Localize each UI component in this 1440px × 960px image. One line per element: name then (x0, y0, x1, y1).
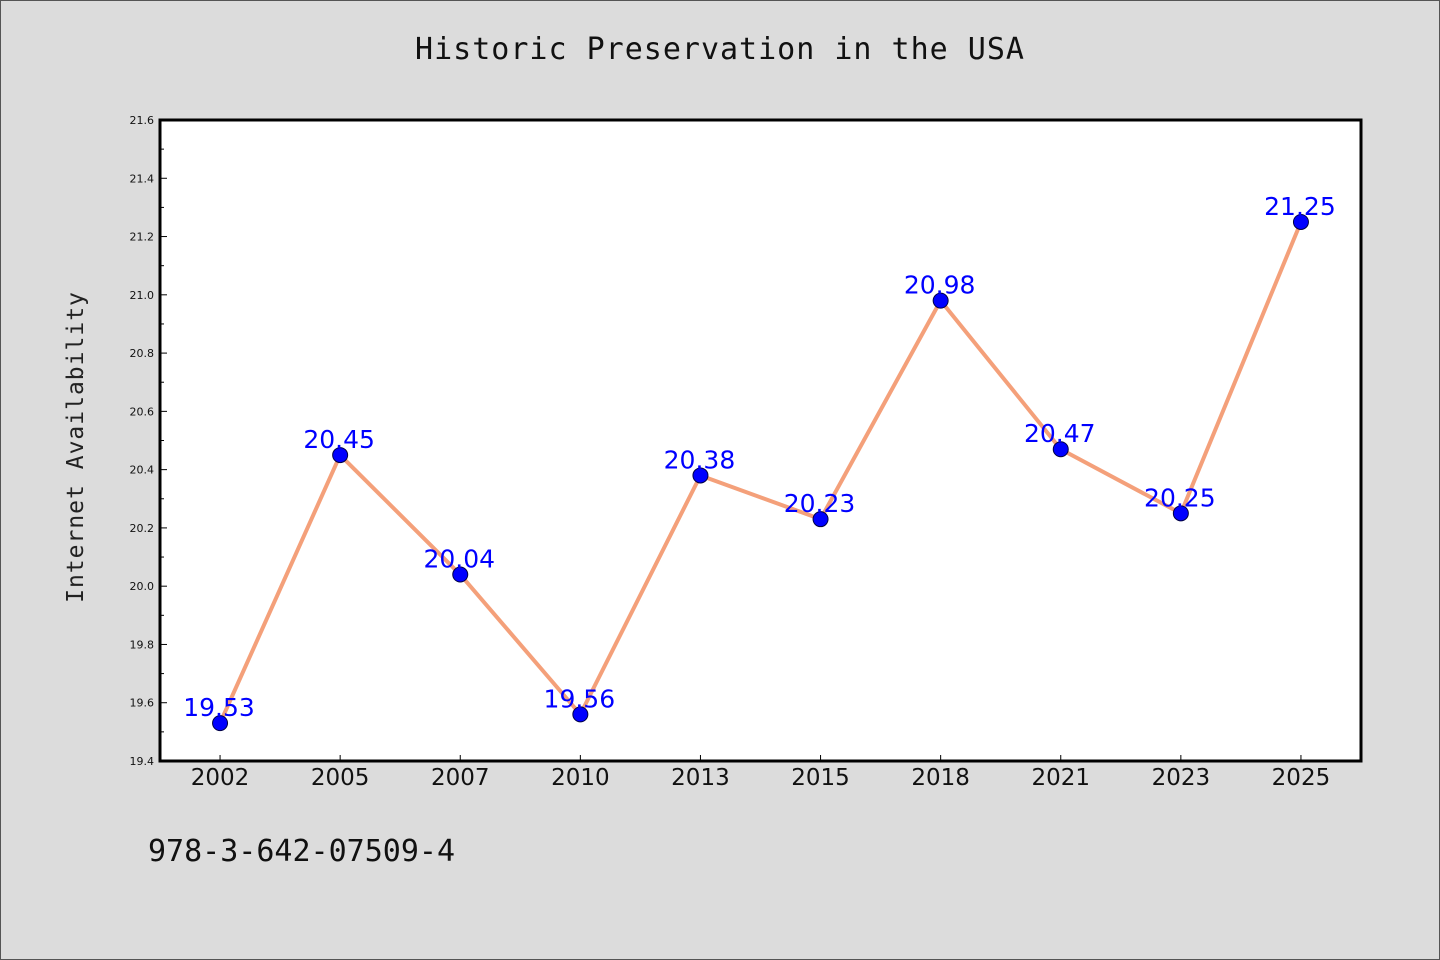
y-tick-label: 19.4 (130, 755, 155, 768)
y-tick-label: 20.0 (130, 580, 155, 593)
x-tick-label: 2018 (911, 765, 970, 791)
y-tick-label: 21.6 (130, 114, 155, 127)
x-tick-label: 2007 (431, 765, 490, 791)
y-axis: 19.4 19.6 19.8 20.0 20.2 20.4 20.6 20.8 21.0 21.2… (130, 114, 167, 768)
data-label: 20.04 (423, 545, 495, 574)
data-label: 19.56 (544, 684, 616, 713)
data-point (332, 447, 349, 464)
y-tick-label: 21.0 (130, 289, 155, 302)
data-label: 21.25 (1264, 192, 1336, 221)
isbn-text: 978-3-642-07509-4 (148, 834, 456, 869)
x-axis: 2002 2005 2007 2010 2013 2015 2018 2021 2023 2025 (191, 755, 1330, 791)
data-label: 20.23 (784, 489, 856, 518)
data-label: 20.98 (904, 271, 976, 300)
data-point (1052, 441, 1069, 458)
data-point (812, 511, 829, 528)
data-label: 20.38 (664, 445, 736, 474)
y-tick-label: 20.4 (130, 464, 155, 477)
data-point (1292, 213, 1309, 230)
chart-title: Historic Preservation in the USA (415, 32, 1025, 67)
data-point (932, 292, 949, 309)
data-point (572, 706, 589, 723)
series-line (218, 221, 1303, 724)
plot-area (158, 118, 1363, 763)
y-tick-label: 21.4 (130, 172, 155, 185)
x-tick-label: 2015 (791, 765, 850, 791)
x-tick-label: 2005 (311, 765, 370, 791)
data-label: 20.25 (1144, 483, 1216, 512)
x-tick-label: 2010 (551, 765, 610, 791)
data-label: 20.45 (303, 425, 375, 454)
x-tick-label: 2002 (191, 765, 250, 791)
data-point (692, 467, 709, 484)
data-label: 19.53 (183, 693, 255, 722)
x-tick-label: 2025 (1272, 765, 1331, 791)
x-tick-label: 2023 (1152, 765, 1211, 791)
y-tick-label: 20.2 (130, 522, 155, 535)
x-tick-label: 2013 (671, 765, 730, 791)
y-tick-label: 20.8 (130, 347, 155, 360)
x-tick-label: 2021 (1031, 765, 1090, 791)
y-tick-label: 19.8 (130, 638, 155, 651)
data-point (212, 715, 229, 732)
series-group: 19.53 20.45 20.04 19.56 20.38 20.23 20.98 20.47… (183, 192, 1336, 732)
y-tick-label: 21.2 (130, 231, 155, 244)
y-tick-label: 20.6 (130, 405, 155, 418)
data-point (1172, 505, 1189, 522)
y-tick-label: 19.6 (130, 697, 155, 710)
data-label: 20.47 (1024, 419, 1096, 448)
data-point (452, 566, 469, 583)
